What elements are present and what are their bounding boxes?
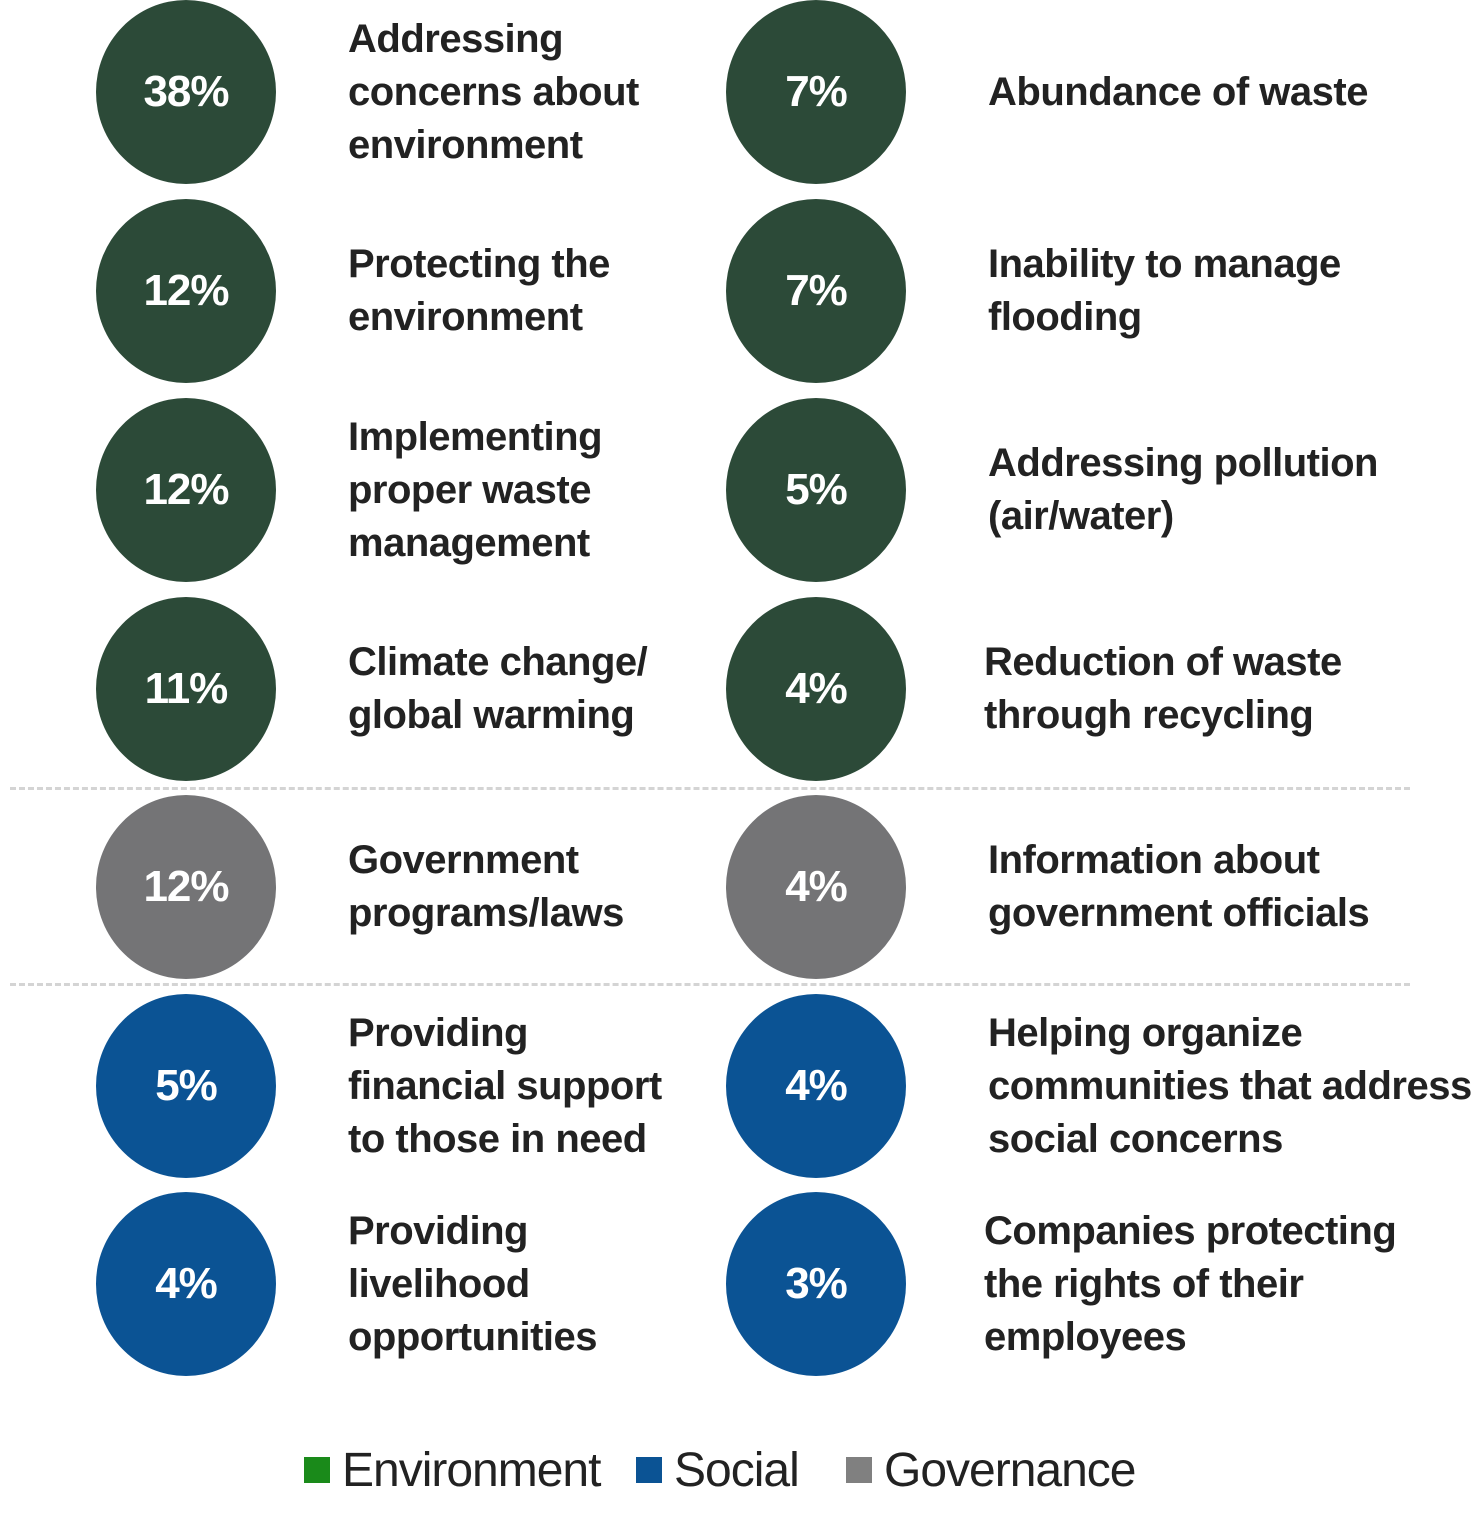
item-label-text: Government programs/laws	[348, 838, 624, 935]
item-label: Climate change/ global warming	[348, 597, 648, 781]
legend-item-environment: Environment	[304, 1440, 601, 1500]
bubble-social: 3%	[726, 1192, 906, 1376]
bubble-environment: 12%	[96, 199, 276, 383]
category-divider	[10, 983, 1410, 986]
bubble-social: 5%	[96, 994, 276, 1178]
legend-item-governance: Governance	[846, 1440, 1136, 1500]
bubble-environment: 4%	[726, 597, 906, 781]
bubble-social: 4%	[726, 994, 906, 1178]
item-label: Government programs/laws	[348, 795, 624, 979]
bubble-environment: 38%	[96, 0, 276, 184]
legend-label: Governance	[884, 1443, 1136, 1497]
item-label: Reduction of waste through recycling	[984, 597, 1342, 781]
bubble-environment: 11%	[96, 597, 276, 781]
item-label-text: Implementing proper waste management	[348, 414, 603, 565]
item-label-text: Information about government officials	[988, 838, 1370, 935]
item-label: Abundance of waste	[988, 0, 1368, 184]
legend-label: Environment	[342, 1443, 601, 1497]
item-label-text: Protecting the environment	[348, 242, 610, 339]
item-label-text: Providing livelihood opportunities	[348, 1208, 598, 1359]
item-label-text: Providing financial support to those in …	[348, 1010, 662, 1161]
item-label: Implementing proper waste management	[348, 398, 603, 582]
item-label: Addressing concerns about environment	[348, 0, 639, 184]
legend-swatch	[636, 1457, 662, 1483]
item-label: Protecting the environment	[348, 199, 610, 383]
item-label: Inability to manage flooding	[988, 199, 1341, 383]
item-label-text: Helping organize communities that addres…	[988, 1010, 1472, 1161]
item-label: Companies protecting the rights of their…	[984, 1192, 1397, 1376]
legend-item-social: Social	[636, 1440, 800, 1500]
category-divider	[10, 787, 1410, 790]
bubble-environment: 5%	[726, 398, 906, 582]
item-label-text: Climate change/ global warming	[348, 640, 648, 737]
item-label-text: Addressing pollution (air/water)	[988, 441, 1378, 538]
item-label-text: Reduction of waste through recycling	[984, 640, 1342, 737]
item-label: Providing financial support to those in …	[348, 994, 662, 1178]
bubble-social: 4%	[96, 1192, 276, 1376]
item-label: Providing livelihood opportunities	[348, 1192, 598, 1376]
item-label: Helping organize communities that addres…	[988, 994, 1472, 1178]
bubble-governance: 4%	[726, 795, 906, 979]
legend-label: Social	[674, 1443, 800, 1497]
legend-swatch	[304, 1457, 330, 1483]
bubble-environment: 7%	[726, 199, 906, 383]
chart-legend: Environment Social Governance	[0, 1440, 1476, 1500]
item-label: Information about government officials	[988, 795, 1370, 979]
legend-swatch	[846, 1457, 872, 1483]
item-label-text: Abundance of waste	[988, 69, 1368, 114]
item-label-text: Addressing concerns about environment	[348, 16, 639, 167]
item-label: Addressing pollution (air/water)	[988, 398, 1378, 582]
bubble-governance: 12%	[96, 795, 276, 979]
item-label-text: Inability to manage flooding	[988, 242, 1341, 339]
bubble-environment: 12%	[96, 398, 276, 582]
bubble-environment: 7%	[726, 0, 906, 184]
item-label-text: Companies protecting the rights of their…	[984, 1208, 1397, 1359]
